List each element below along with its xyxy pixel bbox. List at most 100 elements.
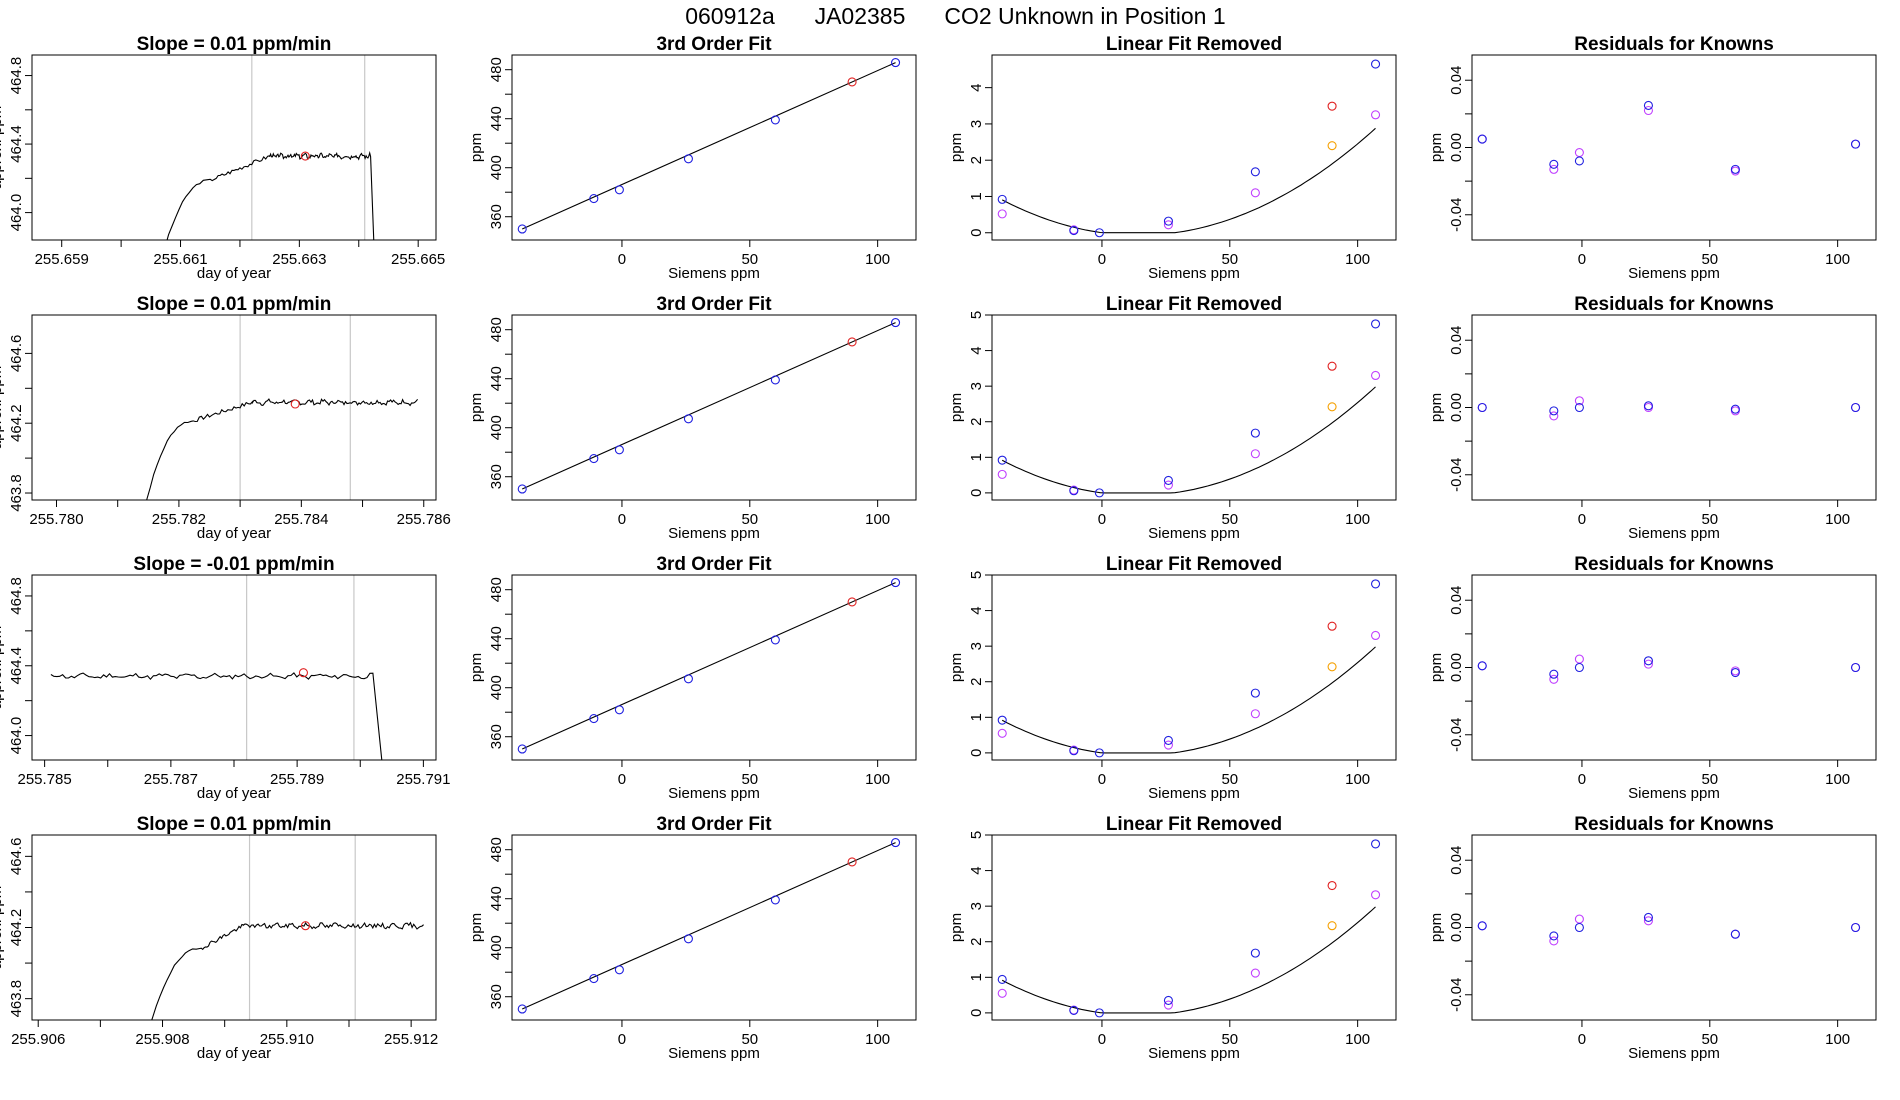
magenta-point: [1370, 630, 1381, 641]
y-tick-label: 464.2: [8, 909, 25, 947]
y-axis-label: ppm: [1428, 393, 1445, 422]
panel-13: 3rd Order Fit 0 50 100 360 400 440 480 Siemens p…: [468, 814, 917, 1062]
x-tick-label: 0: [618, 511, 626, 528]
x-tick-label: 255.912: [384, 1031, 438, 1048]
panel-15: Residuals for Knowns 0 50 100 -0.04 0.00 0.04 S…: [1428, 814, 1877, 1062]
blue-point: [1730, 929, 1740, 939]
title-run: 060912a: [685, 3, 775, 29]
panel-title: Linear Fit Removed: [1106, 34, 1282, 55]
y-tick-label: 464.2: [8, 404, 25, 442]
y-tick-label: 0: [968, 1009, 985, 1017]
panel-14: Linear Fit Removed 0 50 100 0 1 2 3 4 5 Siemens pp…: [948, 814, 1397, 1062]
x-tick-label: 255.665: [391, 251, 445, 268]
y-tick-label: 463.8: [8, 474, 25, 512]
magenta-point: [1163, 1000, 1173, 1010]
y-tick-label: 5: [968, 831, 985, 839]
panel-title: 3rd Order Fit: [656, 34, 772, 55]
blue-point: [997, 194, 1007, 204]
y-axis-label: ppm: [468, 393, 485, 422]
fit-curve: [1001, 906, 1376, 1014]
blue-point: [1643, 656, 1653, 666]
red-point: [1327, 621, 1337, 631]
fit-curve: [1001, 127, 1376, 234]
blue-point: [1163, 995, 1173, 1005]
x-tick-label: 255.782: [152, 511, 206, 528]
x-tick-label: 50: [1221, 1031, 1238, 1048]
plot-area: [997, 839, 1381, 1018]
y-tick-label: 0.00: [1448, 393, 1465, 422]
blue-point: [1250, 948, 1260, 958]
red-point: [1327, 101, 1337, 111]
y-tick-label: 464.6: [8, 335, 25, 373]
x-tick-label: 0: [1098, 251, 1106, 268]
y-axis-label: ppm: [1428, 913, 1445, 942]
y-axis-label: ppm: [948, 393, 965, 422]
x-tick-label: 50: [1701, 1031, 1718, 1048]
blue-point: [1574, 402, 1584, 413]
average-marker: [300, 921, 311, 931]
x-axis-label: Siemens ppm: [1148, 265, 1240, 282]
x-axis-label: day of year: [197, 265, 271, 282]
figure-title: 060912a JA02385 CO2 Unknown in Position …: [685, 3, 1225, 29]
x-tick-label: 100: [1345, 511, 1370, 528]
y-axis-label: ppm: [1428, 133, 1445, 162]
blue-point: [1094, 1008, 1104, 1018]
x-tick-label: 0: [1098, 1031, 1106, 1048]
blue-point: [1370, 579, 1381, 589]
y-tick-label: 5: [968, 311, 985, 319]
red-point: [847, 597, 857, 607]
y-tick-label: 440: [488, 106, 505, 131]
y-tick-label: -0.04: [1448, 718, 1465, 752]
magenta-point: [997, 469, 1007, 479]
y-tick-label: 2: [968, 678, 985, 686]
blue-point: [614, 965, 624, 975]
y-axis-label: ppm: [468, 913, 485, 942]
x-tick-label: 50: [741, 511, 758, 528]
y-tick-label: 1: [968, 192, 985, 200]
y-tick-label: 360: [488, 984, 505, 1009]
average-marker: [290, 399, 300, 409]
blue-point: [997, 715, 1007, 725]
x-axis-label: Siemens ppm: [668, 525, 760, 542]
panel-title: 3rd Order Fit: [656, 294, 772, 315]
y-axis-label: ppm: [468, 133, 485, 162]
blue-point: [1850, 662, 1861, 673]
x-tick-label: 255.789: [270, 771, 324, 788]
panel-title: Slope = -0.01 ppm/min: [133, 554, 334, 575]
blue-point: [589, 974, 599, 984]
x-tick-label: 100: [1345, 771, 1370, 788]
y-tick-label: -0.04: [1448, 198, 1465, 232]
y-tick-label: 0: [968, 489, 985, 497]
y-tick-label: 0.04: [1448, 66, 1465, 95]
blue-point: [770, 635, 780, 645]
panel-title: Slope = 0.01 ppm/min: [137, 294, 332, 315]
blue-point: [1094, 488, 1104, 498]
y-tick-label: 480: [488, 317, 505, 342]
blue-point: [1549, 159, 1559, 169]
blue-point: [1477, 661, 1487, 671]
blue-point: [890, 318, 901, 328]
x-tick-label: 0: [618, 251, 626, 268]
magenta-point: [1250, 449, 1260, 459]
y-tick-label: 2: [968, 156, 985, 164]
panel-title: Residuals for Knowns: [1574, 34, 1774, 55]
blue-point: [1069, 486, 1079, 496]
panel-title: Slope = 0.01 ppm/min: [137, 34, 332, 55]
x-tick-label: 255.910: [260, 1031, 314, 1048]
panel-11: Residuals for Knowns 0 50 100 -0.04 0.00 0.04 S…: [1428, 554, 1877, 802]
blue-point: [1574, 156, 1584, 166]
y-tick-label: 464.8: [8, 57, 25, 95]
blue-point: [1850, 922, 1861, 933]
ppm-trace: [151, 921, 424, 1020]
x-tick-label: 255.906: [11, 1031, 65, 1048]
magenta-point: [1549, 164, 1559, 174]
x-tick-label: 255.787: [144, 771, 198, 788]
panel-title: Residuals for Knowns: [1574, 294, 1774, 315]
plot-area: [1477, 396, 1861, 421]
blue-point: [1574, 922, 1584, 933]
title-description: CO2 Unknown in Position 1: [944, 3, 1225, 29]
y-axis-label: ppm: [468, 653, 485, 682]
y-tick-label: 0.04: [1448, 326, 1465, 355]
blue-point: [1730, 164, 1740, 174]
magenta-point: [1643, 105, 1653, 116]
